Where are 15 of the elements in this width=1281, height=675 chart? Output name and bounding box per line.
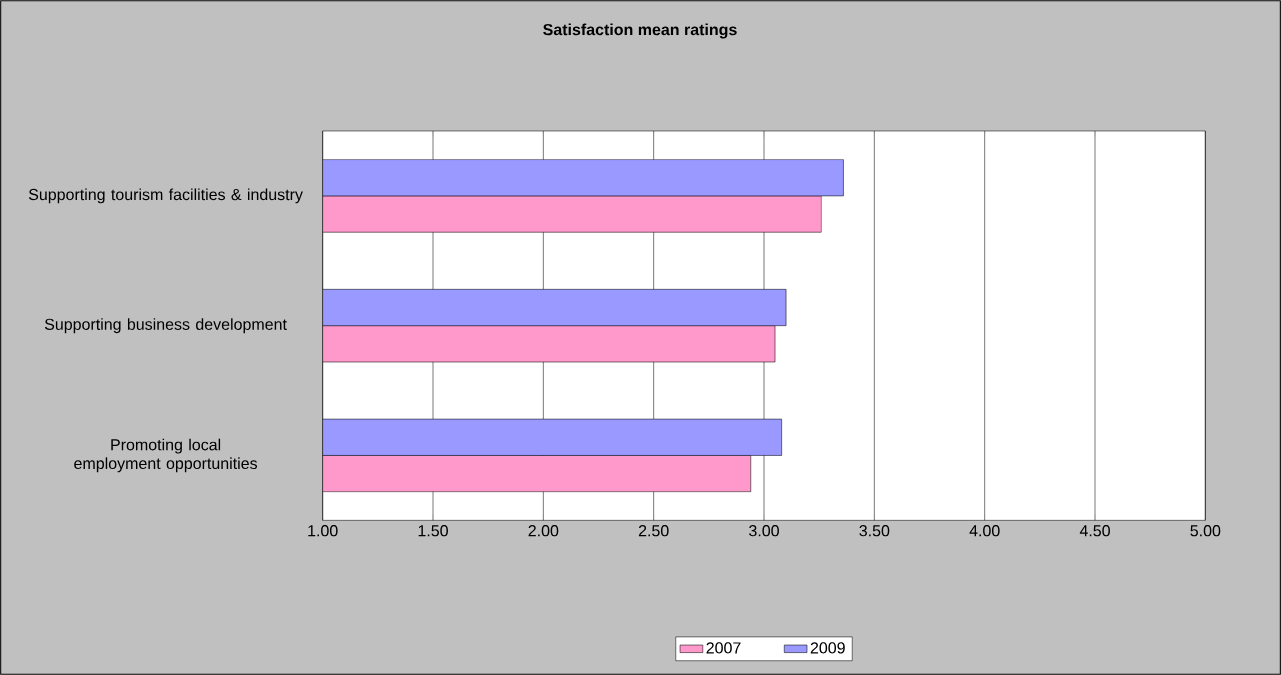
- y-tick-label: Promoting local employment opportunities: [74, 438, 258, 473]
- legend-label: 2007: [706, 642, 741, 654]
- y-tick-label: Supporting tourism facilities & industry: [28, 188, 303, 204]
- x-tick-label: 2.00: [528, 525, 559, 537]
- x-tick-label: 4.50: [1079, 525, 1110, 537]
- x-tick-label: 4.00: [969, 525, 1000, 537]
- x-tick-label: 1.50: [418, 525, 448, 537]
- chart-title: Satisfaction mean ratings: [543, 23, 737, 39]
- y-tick-label: Supporting business development: [44, 318, 287, 334]
- x-tick-label: 3.00: [749, 525, 779, 537]
- x-tick-label: 1.00: [308, 525, 338, 537]
- legend-label: 2009: [810, 642, 845, 654]
- x-tick-label: 3.50: [859, 525, 890, 537]
- x-tick-label: 2.50: [638, 525, 669, 537]
- x-tick-label: 5.00: [1190, 525, 1221, 537]
